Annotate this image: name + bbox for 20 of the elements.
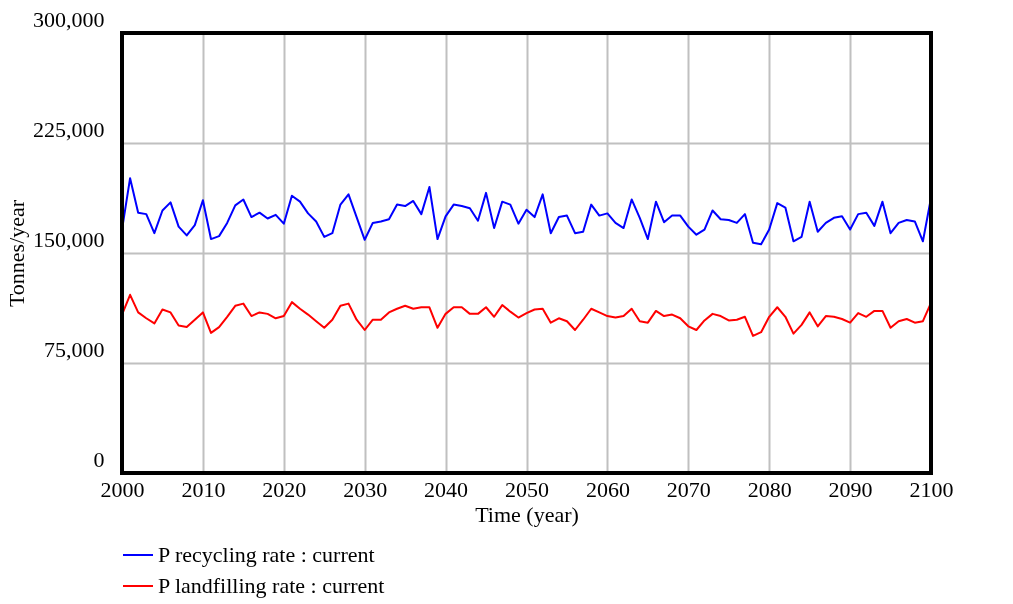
- x-tick-label: 2100: [909, 476, 954, 502]
- legend-label: P recycling rate : current: [158, 542, 375, 567]
- x-tick-label: 2040: [424, 476, 469, 502]
- x-tick-label: 2080: [747, 476, 792, 502]
- y-axis-title: Tonnes/year: [4, 199, 29, 308]
- x-tick-label: 2000: [100, 476, 145, 502]
- x-tick-label: 2010: [181, 476, 226, 502]
- y-tick-label: 300,000: [33, 6, 105, 32]
- x-tick-label: 2030: [343, 476, 388, 502]
- y-tick-label: 75,000: [44, 336, 105, 362]
- legend-label: P landfilling rate : current: [158, 573, 385, 598]
- x-axis-title: Time (year): [475, 501, 579, 527]
- x-tick-label: 2020: [262, 476, 307, 502]
- y-tick-label: 225,000: [33, 116, 105, 142]
- x-tick-label: 2050: [505, 476, 549, 502]
- x-tick-label: 2070: [666, 476, 711, 502]
- y-tick-label: 150,000: [33, 226, 105, 252]
- x-tick-label: 2090: [828, 476, 873, 502]
- x-tick-label: 2060: [585, 476, 630, 502]
- y-tick-label: 0: [93, 446, 105, 472]
